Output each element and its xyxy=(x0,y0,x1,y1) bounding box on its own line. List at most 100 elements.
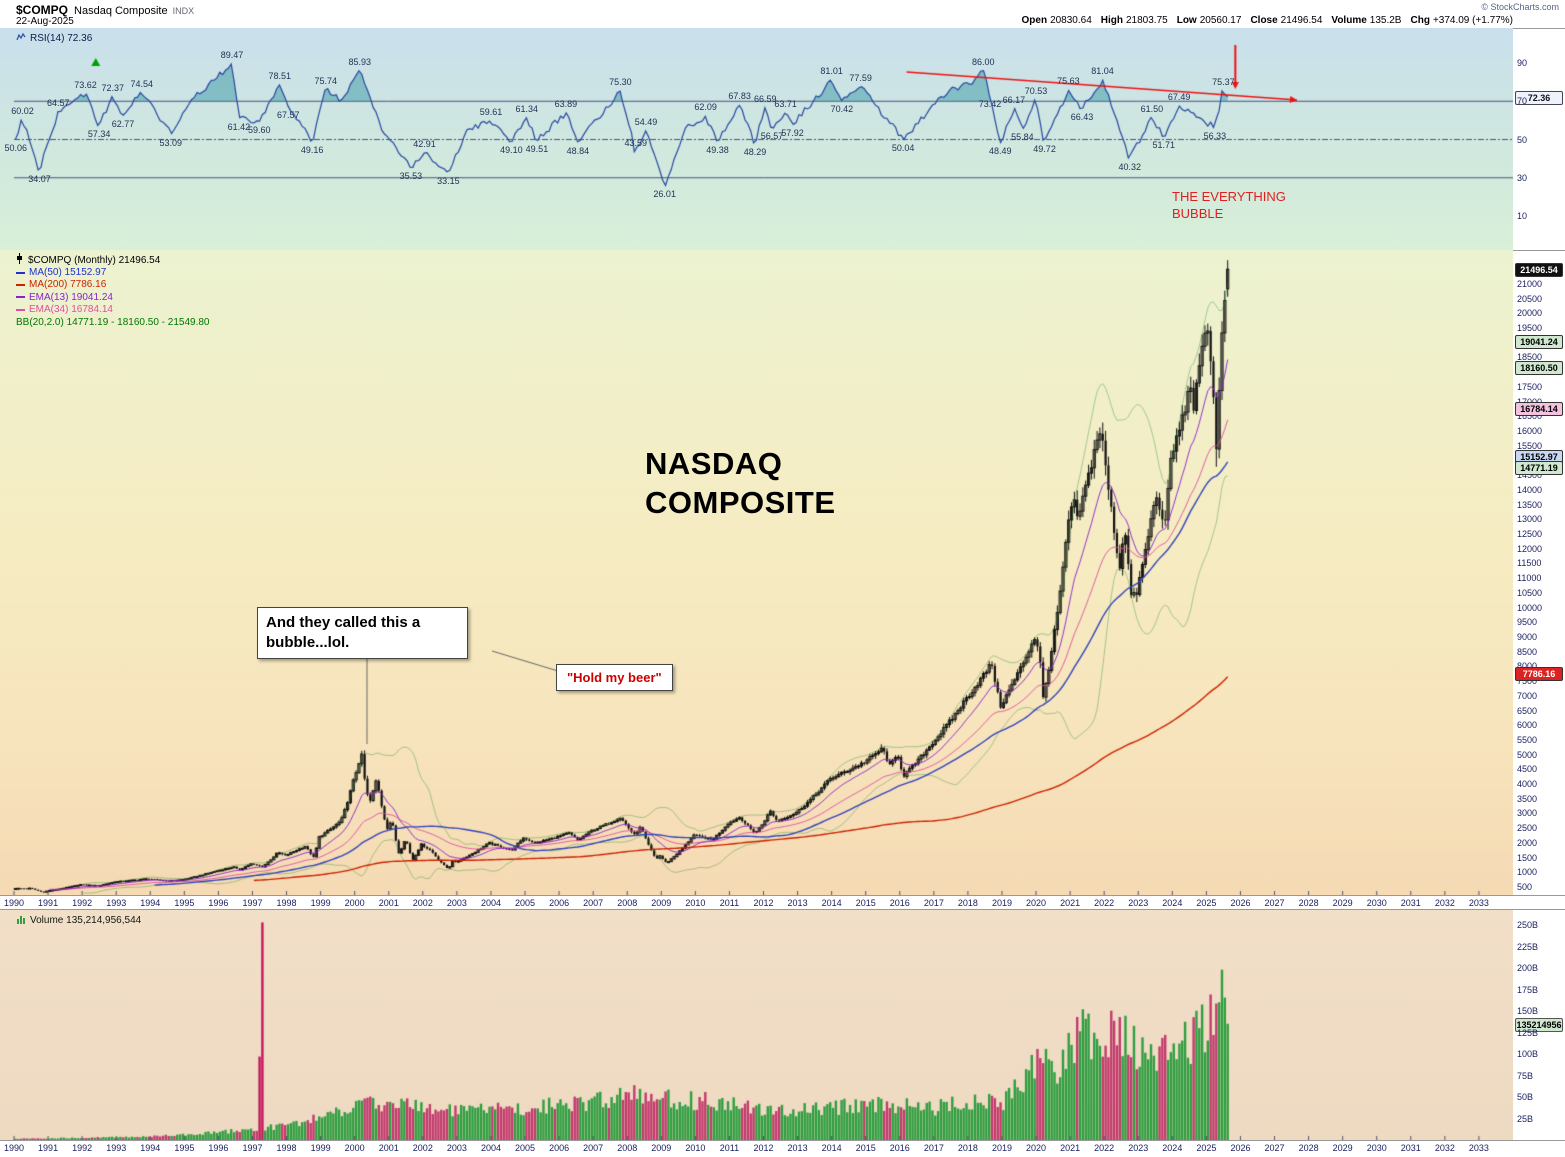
year-label: 2023 xyxy=(1128,1143,1149,1153)
price-axis-label: 1000 xyxy=(1517,867,1538,878)
rsi-value-label: 26.01 xyxy=(653,189,676,200)
year-label: 1992 xyxy=(72,1143,93,1153)
quote-value: 21496.54 xyxy=(1280,15,1323,26)
year-label: 2023 xyxy=(1128,898,1149,908)
rsi-value-label: 62.09 xyxy=(694,102,717,113)
year-label: 2013 xyxy=(787,898,808,908)
year-label: 2030 xyxy=(1366,898,1387,908)
price-axis-label: 16500 xyxy=(1517,411,1543,422)
price-axis-label: 14000 xyxy=(1517,484,1543,495)
year-label: 2020 xyxy=(1026,898,1047,908)
year-label: 2002 xyxy=(412,898,433,908)
price-axis-label: 10500 xyxy=(1517,587,1543,598)
price-axis-label: 1500 xyxy=(1517,852,1538,863)
year-label: 1994 xyxy=(140,898,161,908)
rsi-value-label: 48.49 xyxy=(989,146,1012,157)
quote-label: Open xyxy=(1021,15,1048,26)
year-label: 2000 xyxy=(344,898,365,908)
year-label: 2021 xyxy=(1060,898,1081,908)
rsi-value-label: 63.89 xyxy=(554,98,578,109)
rsi-axis-label: 30 xyxy=(1517,172,1528,183)
year-label: 2033 xyxy=(1468,898,1489,908)
rsi-value-label: 53.09 xyxy=(159,137,182,148)
title-row: $COMPQ Nasdaq Composite INDX xyxy=(16,1,194,19)
price-axis-label: 6000 xyxy=(1517,720,1538,731)
price-axis-label: 5000 xyxy=(1517,749,1538,760)
year-label: 2010 xyxy=(685,1143,706,1153)
rsi-value-label: 73.42 xyxy=(978,98,1002,109)
legend-line: EMA(34) 16784.14 xyxy=(16,304,209,316)
copyright: © StockCharts.com xyxy=(1481,2,1559,12)
rsi-value-label: 34.07 xyxy=(28,173,51,184)
price-axis-label: 12000 xyxy=(1517,543,1543,554)
year-label: 2026 xyxy=(1230,898,1251,908)
volume-chart-canvas xyxy=(0,910,1565,1140)
year-label: 2033 xyxy=(1468,1143,1489,1153)
year-label: 2007 xyxy=(583,898,604,908)
volume-axis-label: 175B xyxy=(1517,984,1539,995)
rsi-value-label: 61.50 xyxy=(1140,103,1164,114)
rsi-axis-label: 90 xyxy=(1517,58,1528,68)
year-label: 2018 xyxy=(957,1143,978,1153)
year-label: 1999 xyxy=(310,1143,331,1153)
year-label: 1998 xyxy=(276,1143,297,1153)
rsi-value-label: 67.49 xyxy=(1167,92,1191,103)
legend-label: MA(50) 15152.97 xyxy=(29,267,107,279)
rsi-value-label: 81.01 xyxy=(820,66,843,77)
year-label: 2001 xyxy=(378,898,399,908)
quote-item: High 21803.75 xyxy=(1101,15,1168,26)
year-label: 2005 xyxy=(515,898,536,908)
price-axis-label: 10000 xyxy=(1517,602,1543,613)
rsi-value-label: 57.34 xyxy=(87,129,111,140)
rsi-value-label: 74.54 xyxy=(130,78,154,89)
rsi-value-label: 77.59 xyxy=(849,72,872,83)
price-axis-label: 20000 xyxy=(1517,308,1543,319)
rsi-legend-label: RSI(14) 72.36 xyxy=(30,33,93,44)
price-axis-label: 5500 xyxy=(1517,734,1538,745)
year-label: 2012 xyxy=(753,1143,774,1153)
price-axis-label: 20500 xyxy=(1517,293,1543,304)
year-label: 2029 xyxy=(1332,1143,1353,1153)
rsi-value-label: 63.71 xyxy=(774,99,797,110)
rsi-value-label: 78.51 xyxy=(268,70,291,81)
rsi-panel: RSI(14) 72.36 THE EVERYTHING BUBBLE 72.3… xyxy=(0,28,1565,250)
year-label: 2025 xyxy=(1196,1143,1217,1153)
year-label: 2017 xyxy=(923,1143,944,1153)
year-label: 2005 xyxy=(515,1143,536,1153)
volume-axis-label: 150B xyxy=(1517,1006,1539,1016)
price-axis-label: 3500 xyxy=(1517,793,1538,804)
price-axis-label: 500 xyxy=(1517,882,1533,893)
legend-swatch xyxy=(16,308,25,311)
year-label: 2008 xyxy=(617,898,638,908)
year-label: 2024 xyxy=(1162,1143,1183,1153)
rsi-value-label: 81.04 xyxy=(1091,66,1114,77)
rsi-value-label: 49.10 xyxy=(500,145,523,156)
year-label: 2007 xyxy=(583,1143,604,1153)
rsi-value-label: 49.16 xyxy=(300,145,324,156)
hold-my-beer-callout: "Hold my beer" xyxy=(556,664,673,691)
x-axis-years-bottom: 1990 1991 1992 1993 1994 1995 1996 1997 1998 1999… xyxy=(0,1140,1565,1157)
year-label: 2002 xyxy=(412,1143,433,1153)
rsi-value-label: 54.49 xyxy=(634,116,658,127)
quote-value: 21803.75 xyxy=(1126,15,1168,26)
quote-value: 20830.64 xyxy=(1050,15,1092,26)
rsi-value-label: 75.30 xyxy=(609,77,632,88)
year-label: 2028 xyxy=(1298,898,1319,908)
everything-bubble-annotation: THE EVERYTHING BUBBLE xyxy=(1172,188,1286,222)
year-label: 2026 xyxy=(1230,1143,1251,1153)
year-label: 1997 xyxy=(242,898,263,908)
quote-label: Low xyxy=(1176,15,1197,26)
price-chart-canvas xyxy=(0,250,1565,895)
price-badge: 19041.24 xyxy=(1515,335,1563,350)
rsi-value-label: 57.92 xyxy=(781,128,804,139)
year-label: 2001 xyxy=(378,1143,399,1153)
year-label: 2003 xyxy=(446,1143,467,1153)
rsi-value-label: 62.77 xyxy=(111,119,135,130)
bubble-callout: And they called this a bubble...lol. xyxy=(257,607,468,659)
rsi-chart-canvas xyxy=(0,28,1565,250)
legend-line: EMA(13) 19041.24 xyxy=(16,291,209,303)
volume-axis-label: 75B xyxy=(1517,1070,1534,1081)
year-label: 2006 xyxy=(549,898,570,908)
rsi-value-label: 72.37 xyxy=(101,82,125,93)
